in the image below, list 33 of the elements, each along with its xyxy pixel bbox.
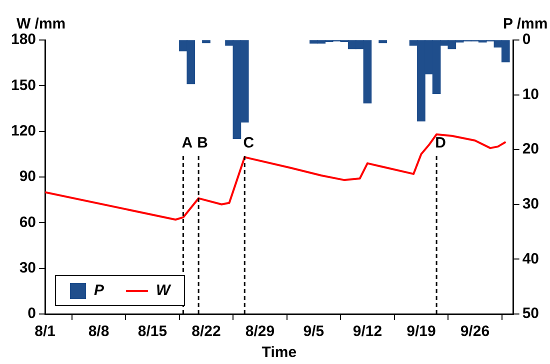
y2-axis-title: P /mm	[502, 16, 548, 33]
ref-line-label: C	[243, 134, 254, 152]
y-tick-label: 60	[19, 214, 36, 231]
bar	[202, 40, 210, 44]
legend-label: W	[156, 282, 170, 299]
x-tick-label: 8/8	[88, 323, 110, 340]
y-tick-label: 120	[10, 122, 36, 140]
x-tick-label: 9/12	[352, 323, 382, 340]
y-tick-label: 0	[28, 305, 36, 322]
ref-line-label: D	[435, 134, 446, 152]
x-tick-label: 8/1	[34, 323, 56, 340]
y-tick-label: 150	[10, 76, 36, 94]
x-axis-title: Time	[262, 344, 297, 362]
bar	[378, 40, 387, 44]
y2-tick-label: 10	[522, 86, 540, 103]
legend-label: P	[94, 282, 104, 299]
y2-tick-label: 50	[522, 305, 540, 322]
y-axis-title: W /mm	[16, 16, 66, 33]
x-tick-label: 9/26	[460, 323, 490, 340]
ref-line-label: B	[197, 134, 208, 152]
y2-tick-label: 20	[522, 140, 540, 158]
y2-tick-label: 40	[522, 250, 540, 268]
y-tick-label: 180	[10, 31, 36, 48]
x-tick-label: 8/15	[138, 323, 168, 340]
ref-line-label: A	[182, 134, 193, 152]
x-tick-label: 8/22	[192, 323, 221, 340]
y2-tick-label: 30	[522, 196, 540, 213]
x-tick-label: 9/19	[406, 323, 436, 340]
y2-tick-label: 0	[522, 31, 531, 48]
x-tick-label: 8/29	[245, 323, 275, 340]
y-tick-label: 30	[19, 259, 36, 276]
x-tick-label: 9/5	[303, 323, 324, 340]
y-tick-label: 90	[19, 168, 36, 186]
